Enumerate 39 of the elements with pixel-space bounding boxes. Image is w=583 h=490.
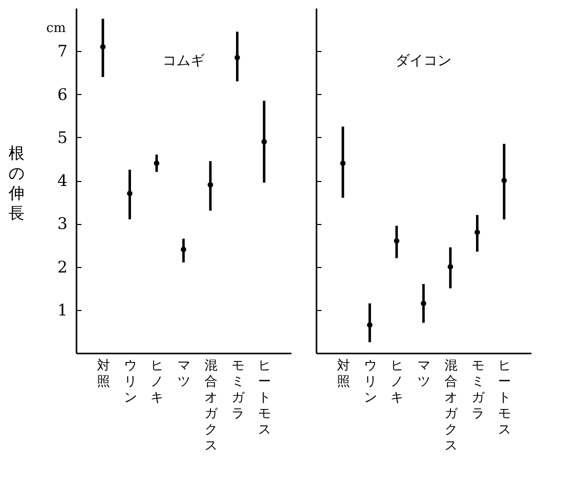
x-tick-label: モミガラ [231,358,246,422]
point [501,178,507,184]
x-tick-label: 対照 [96,358,110,390]
point [234,54,240,60]
point [180,246,186,252]
text: cm [46,21,66,36]
text: ダイコン [396,53,452,69]
text: コムギ [162,53,204,69]
point [474,230,480,235]
x-tick-label: マツ [418,358,430,390]
point [100,44,106,50]
point [367,322,372,328]
point [448,264,454,270]
point [394,238,400,244]
point [340,160,346,166]
y-axis-title: 根の伸長 [8,143,24,222]
x-tick-label: ヒートモス [498,358,512,438]
x-tick-label: マツ [178,358,190,390]
point [127,190,132,196]
x-tick-label: ウリン [364,358,377,406]
point [208,182,214,188]
x-tick-label: ウリン [124,358,137,406]
y-tick-label: 4 [57,171,68,190]
point [420,300,426,306]
x-tick-label: 混合オガクス [204,358,218,454]
x-tick-label: 対照 [336,358,350,390]
x-tick-label: モミガラ [471,358,486,422]
x-tick-label: 混合オガクス [444,358,458,454]
y-tick-label: 6 [57,84,68,104]
point [261,138,267,144]
y-tick-label: 3 [57,214,68,234]
y-tick-label: 1 [57,300,68,320]
point [154,160,160,166]
y-tick-label: 7 [57,42,68,61]
y-tick-label: 2 [57,257,68,276]
x-tick-label: ヒートモス [258,358,272,438]
x-tick-label: ヒノキ [150,358,164,406]
x-tick-label: ヒノキ [390,358,404,406]
y-tick-label: 5 [57,128,68,147]
